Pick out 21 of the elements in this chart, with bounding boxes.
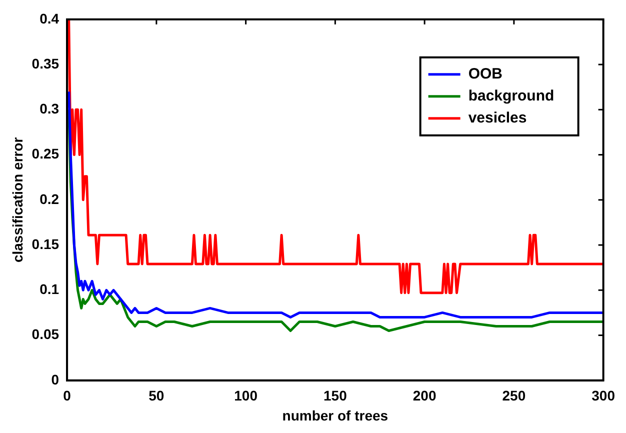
y-tick-label: 0.4 (40, 10, 60, 26)
y-tick-label: 0.1 (40, 281, 60, 298)
legend-label: background (468, 88, 554, 105)
x-tick-label: 200 (412, 388, 436, 404)
x-tick-label: 50 (148, 388, 164, 404)
legend-label: OOB (468, 66, 503, 83)
y-tick-label: 0.35 (32, 55, 60, 72)
x-axis-title: number of trees (282, 407, 388, 424)
y-tick-label: 0.2 (40, 190, 60, 207)
y-tick-label: 0.3 (40, 100, 60, 117)
legend-label: vesicles (468, 110, 527, 127)
y-tick-label: 0.15 (32, 236, 60, 252)
x-tick-label: 150 (324, 388, 348, 404)
x-tick-label: 0 (63, 388, 72, 404)
y-tick-label: 0 (51, 371, 60, 388)
y-axis-title: classification error (9, 136, 26, 263)
x-tick-label: 250 (502, 388, 526, 404)
x-tick-label: 100 (234, 388, 258, 404)
y-tick-label: 0.25 (32, 146, 60, 162)
y-tick-label: 0.05 (32, 326, 60, 342)
x-tick-label: 300 (592, 388, 616, 404)
